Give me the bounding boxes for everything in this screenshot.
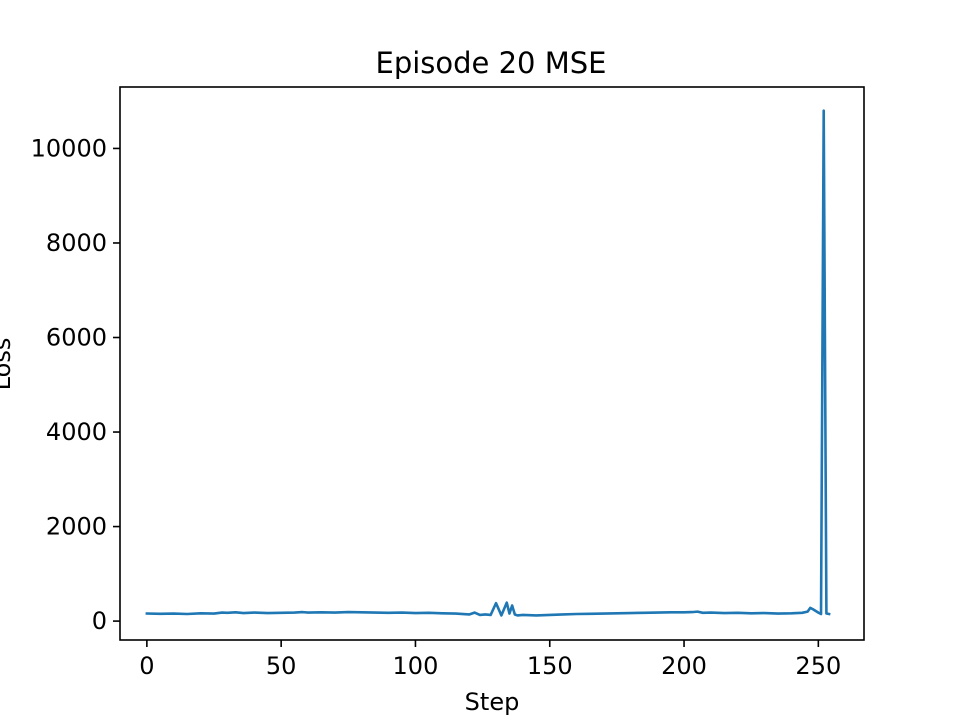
- y-axis-ticks: 0 2000 4000 6000 8000 10000: [31, 134, 120, 635]
- y-tick-label: 6000: [46, 324, 107, 352]
- series-layer: [145, 109, 831, 617]
- x-tick-label: 200: [661, 652, 707, 680]
- x-tick-label: 100: [393, 652, 439, 680]
- y-tick-label: 8000: [46, 229, 107, 257]
- y-tick-label: 0: [92, 607, 107, 635]
- plot-area-frame: [119, 86, 865, 641]
- y-tick-label: 2000: [46, 513, 107, 541]
- x-tick-label: 150: [527, 652, 573, 680]
- x-axis-label: Step: [465, 688, 520, 716]
- y-axis-label: Loss: [0, 338, 16, 391]
- chart-title: Episode 20 MSE: [376, 46, 607, 80]
- x-tick-label: 250: [795, 652, 841, 680]
- series-line-1: [145, 109, 831, 617]
- y-tick-label: 10000: [31, 134, 107, 162]
- x-axis-ticks: 0 50 100 150 200 250: [139, 640, 841, 680]
- x-tick-label: 50: [266, 652, 297, 680]
- x-tick-label: 0: [139, 652, 154, 680]
- y-tick-label: 4000: [46, 418, 107, 446]
